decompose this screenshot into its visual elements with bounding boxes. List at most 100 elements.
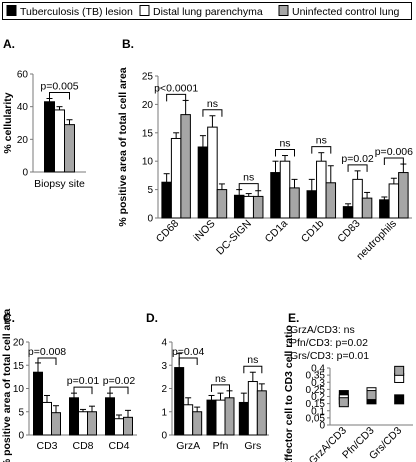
legend-box (2, 2, 412, 20)
bar (224, 397, 235, 436)
bar (64, 124, 75, 173)
significance-label: p=0.008 (28, 346, 66, 358)
bar (352, 178, 363, 219)
significance-label: p=0.02 (341, 153, 374, 165)
y-tick-label: 60 (17, 70, 29, 81)
significance-label: p=0.006 (375, 146, 413, 158)
panel-label: D. (146, 311, 158, 325)
significance-label: p=0.02 (103, 375, 136, 387)
y-tick-label: 4 (161, 338, 167, 349)
significance-bracket (275, 149, 295, 157)
y-tick-label: 0,05 (306, 413, 326, 424)
bar (398, 172, 409, 219)
bar (252, 195, 264, 219)
legend-swatch (6, 5, 17, 16)
y-tick-label: 20 (17, 135, 29, 146)
bar (238, 401, 249, 436)
significance-bracket (347, 164, 368, 172)
data-point (366, 390, 377, 401)
significance-bracket (73, 386, 93, 395)
stat-line: GrzA/CD3: ns (290, 324, 355, 336)
x-tick-label: iNOS (191, 218, 217, 244)
legend-label: Tuberculosis (TB) lesion (20, 6, 133, 18)
bar (247, 381, 258, 436)
y-axis-label: % positive area of total cell area (1, 309, 13, 462)
x-tick-label: CD3 (36, 440, 57, 452)
bar (216, 189, 228, 219)
y-tick-label: 10 (13, 384, 25, 395)
y-tick-label: 0 (319, 421, 325, 432)
x-tick-label: Grs (244, 440, 261, 452)
bar (123, 416, 133, 436)
panel-label: E. (288, 311, 299, 325)
y-axis-label: Effector cell to CD3 cell ratio (283, 325, 295, 462)
y-axis-label: % positive area of total cell area (117, 67, 129, 226)
significance-label: ns (316, 135, 327, 147)
bar (379, 199, 390, 219)
stat-line: Grs/CD3: p=0.01 (290, 350, 369, 362)
legend-swatch (139, 5, 150, 16)
y-axis-label: % cellularity (2, 92, 14, 153)
y-tick-label: 15 (142, 128, 154, 139)
bar (207, 126, 218, 219)
bar (33, 371, 43, 436)
bar (270, 172, 281, 219)
bar (206, 399, 217, 436)
panel-label: A. (3, 37, 15, 51)
panel-b: B. 0 5 10 15 20 25 % positive area of total cel… (117, 37, 413, 262)
y-tick-label: 0,3 (311, 378, 325, 389)
significance-label: p=0.04 (172, 346, 205, 358)
x-tick-label: CD68 (154, 218, 182, 246)
bar (197, 146, 209, 219)
significance-bracket (109, 386, 129, 395)
bar (174, 367, 185, 436)
significance-label: ns (215, 373, 226, 385)
x-tick-label: Pfn (213, 440, 229, 452)
significance-label: ns (279, 138, 290, 150)
bar (388, 183, 400, 219)
y-tick-label: 20 (13, 338, 25, 349)
significance-bracket (166, 93, 187, 102)
bar (192, 411, 203, 436)
bar (325, 182, 337, 219)
y-tick-label: 20 (142, 100, 154, 111)
stat-line: Pfn/CD3: p=0.02 (290, 337, 368, 349)
significance-bracket (49, 92, 70, 100)
y-tick-label: 0 (147, 214, 153, 225)
legend: Tuberculosis (TB) lesion Distal lung pare… (2, 2, 412, 20)
significance-bracket (178, 357, 198, 365)
y-tick-label: 2 (161, 384, 167, 395)
y-tick-label: 40 (17, 102, 29, 113)
bar (289, 187, 300, 219)
panel-d: D. 0 1 2 3 4 GrzA Pfn Grs p=0.04 ns ns (146, 311, 269, 452)
bar (54, 109, 65, 173)
bar (44, 101, 55, 173)
significance-bracket (383, 157, 404, 166)
bar (183, 404, 194, 436)
bar (114, 418, 124, 436)
x-tick-label: CD8 (72, 440, 93, 452)
bar (342, 206, 354, 219)
x-tick-label: CD1a (263, 218, 291, 246)
y-tick-label: 0 (18, 431, 24, 442)
y-tick-label: 0,15 (306, 399, 326, 410)
bar (361, 197, 373, 219)
y-tick-label: 3 (161, 361, 167, 372)
bar (42, 401, 52, 436)
bar (69, 397, 79, 436)
bar (105, 397, 115, 436)
y-tick-label: 15 (13, 361, 25, 372)
x-tick-label: CD1b (299, 218, 327, 246)
y-tick-label: 0,35 (306, 371, 326, 382)
y-tick-label: 1 (161, 407, 167, 418)
panel-a: A. 0 20 40 60% cellularity Biopsy site p=0.005 (2, 37, 86, 190)
panel-c: C. 0 5 10 15 20% positive area of total cell … (1, 309, 137, 462)
x-tick-label: GrzA (176, 440, 200, 452)
y-tick-label: 5 (18, 407, 24, 418)
panel-label: B. (122, 37, 134, 51)
bar (170, 137, 182, 219)
significance-bracket (202, 109, 223, 117)
legend-label: Distal lung parenchyma (153, 6, 263, 18)
y-tick-label: 10 (142, 157, 154, 168)
